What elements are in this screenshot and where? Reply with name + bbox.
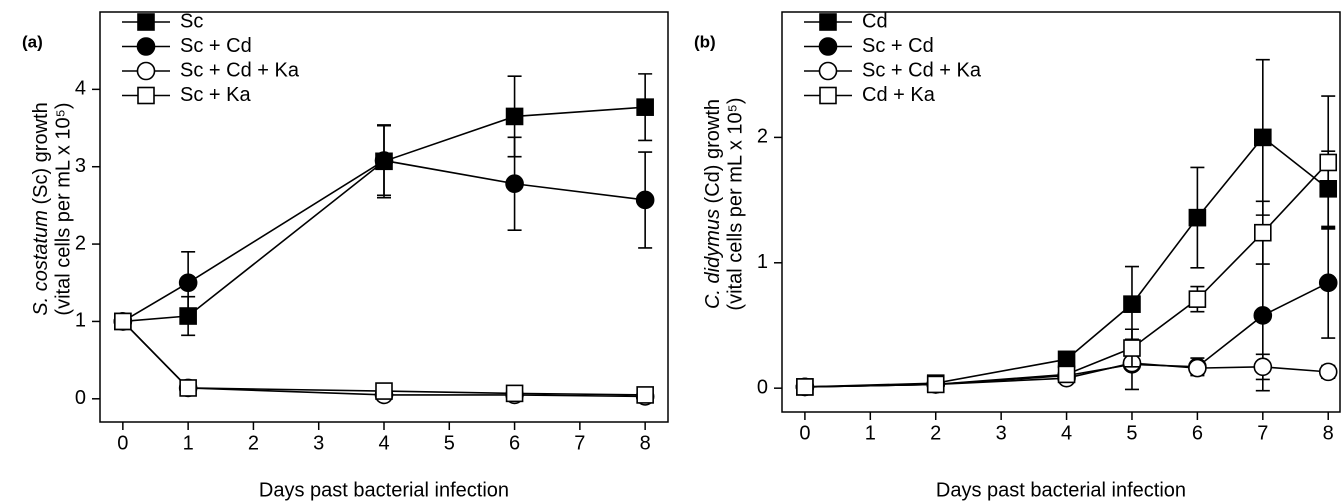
legend-symbol: [818, 61, 838, 81]
legend-marker: [819, 86, 837, 105]
x-tick-label: 7: [1257, 422, 1268, 444]
y-tick-label: 0: [757, 376, 768, 398]
panel: 0 1 2 3 4 0 1 2 3 4 5 6 7 8 Days past bacterial infect…: [22, 10, 669, 501]
data-point: [1319, 153, 1338, 172]
data-point: [374, 151, 394, 170]
x-tick-label: 5: [444, 432, 455, 454]
x-tick-label: 2: [248, 432, 259, 454]
legend-marker: [136, 61, 156, 81]
data-point: [1254, 223, 1272, 242]
panel-label: (b): [694, 32, 716, 51]
legend-symbol: [137, 13, 155, 31]
series-line: [804, 136, 1329, 388]
y-tick-label: 2: [75, 232, 86, 254]
x-tick-label: 1: [865, 422, 876, 444]
legend-label: Sc + Cd + Ka: [180, 59, 300, 81]
legend-marker: [137, 13, 155, 31]
y-tick-label: 1: [75, 310, 86, 332]
x-tick-label: 4: [1061, 422, 1072, 444]
data-point: [1057, 350, 1076, 369]
data-point: [1188, 208, 1207, 227]
x-tick-label: 4: [378, 432, 389, 454]
legend-label: Sc + Ka: [180, 84, 251, 106]
data-point: [179, 379, 197, 397]
data-point: [636, 98, 654, 116]
data-point: [375, 382, 393, 400]
y-axis-label: S. costatum (Sc) growth: [30, 102, 52, 315]
data-point: [1057, 365, 1076, 384]
legend-label: Sc: [180, 10, 203, 32]
plot-frame: [781, 11, 1341, 413]
x-axis-label: Days past bacterial infection: [936, 479, 1186, 501]
data-point: [1123, 339, 1141, 357]
legend-marker: [819, 13, 837, 31]
legend-symbol: [819, 86, 837, 105]
data-point: [1188, 290, 1207, 308]
data-point: [505, 174, 524, 194]
y-tick-label: 3: [75, 155, 86, 177]
x-tick-label: 6: [509, 432, 520, 454]
x-tick-label: 8: [640, 432, 651, 454]
data-point: [1123, 295, 1141, 313]
data-point: [505, 107, 524, 126]
legend-symbol: [137, 86, 155, 105]
data-point: [1253, 357, 1273, 377]
x-tick-label: 3: [996, 422, 1007, 444]
data-point: [1188, 358, 1207, 378]
y-axis-label-italic: C. didymus: [702, 209, 724, 309]
panel: 0 1 2 0 1 2 3 4 5 6 7 8 Days past bacterial infectio…: [694, 10, 1341, 501]
data-point: [636, 386, 654, 404]
data-point: [1254, 128, 1272, 147]
data-point: [926, 375, 945, 394]
legend-symbol: [136, 61, 156, 81]
legend-symbol: [819, 13, 837, 31]
y-axis-label-line2: (vital cells per mL x 10⁵): [724, 97, 746, 310]
legend-label: Cd + Ka: [862, 84, 936, 106]
x-tick-label: 3: [313, 432, 324, 454]
legend-label: Sc + Cd: [180, 35, 252, 57]
legend-marker: [818, 61, 838, 81]
x-tick-label: 7: [574, 432, 585, 454]
legend-label: Cd: [862, 10, 888, 32]
x-tick-label: 2: [930, 422, 941, 444]
legend-marker: [818, 37, 838, 56]
legend-marker: [136, 37, 156, 56]
x-axis-label: Days past bacterial infection: [259, 479, 509, 501]
x-tick-label: 1: [183, 432, 194, 454]
data-point: [178, 273, 198, 293]
x-tick-label: 0: [117, 432, 128, 454]
y-axis-label-line2: (vital cells per mL x 10⁵): [52, 102, 74, 315]
legend-label: Sc + Cd: [862, 35, 934, 57]
y-axis-label: C. didymus (Cd) growth: [702, 99, 724, 309]
data-point: [505, 384, 524, 403]
data-point: [1253, 306, 1273, 325]
legend-symbol: [818, 37, 838, 56]
y-tick-label: 2: [757, 126, 768, 148]
data-point: [635, 190, 655, 210]
y-axis-label-text: (Cd) growth: [702, 99, 724, 203]
legend-symbol: [136, 37, 156, 56]
y-axis-label-italic: S. costatum: [30, 210, 52, 316]
x-tick-label: 8: [1323, 422, 1334, 444]
y-tick-label: 0: [75, 387, 86, 409]
y-tick-label: 4: [75, 78, 86, 100]
legend-marker: [137, 86, 155, 105]
y-axis-label-text: (Sc) growth: [30, 102, 52, 204]
x-tick-label: 0: [799, 422, 810, 444]
panel-label: (a): [22, 32, 43, 51]
data-point: [1318, 362, 1338, 382]
data-point: [1318, 273, 1338, 293]
x-tick-label: 5: [1126, 422, 1137, 444]
legend-label: Sc + Cd + Ka: [862, 59, 982, 81]
data-point: [114, 312, 132, 331]
y-tick-label: 1: [757, 251, 768, 273]
x-tick-label: 6: [1192, 422, 1203, 444]
data-point: [796, 378, 814, 396]
